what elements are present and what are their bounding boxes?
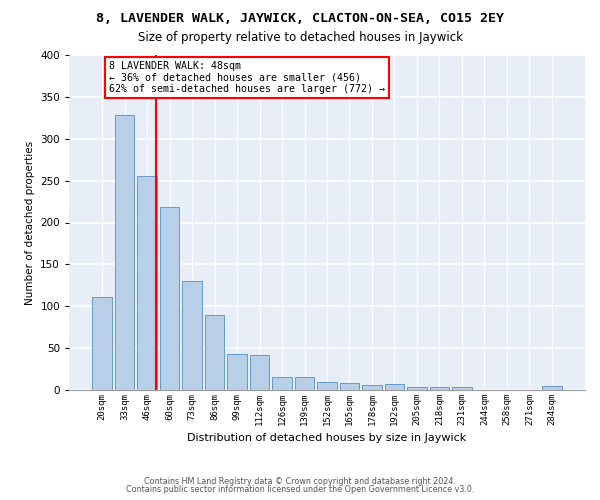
Text: Contains public sector information licensed under the Open Government Licence v3: Contains public sector information licen… xyxy=(126,485,474,494)
Bar xyxy=(340,384,359,390)
Bar xyxy=(362,385,382,390)
Text: Contains HM Land Registry data © Crown copyright and database right 2024.: Contains HM Land Registry data © Crown c… xyxy=(144,477,456,486)
Bar xyxy=(295,378,314,390)
Bar xyxy=(250,355,269,390)
Bar xyxy=(227,354,247,390)
Text: 8 LAVENDER WALK: 48sqm
← 36% of detached houses are smaller (456)
62% of semi-de: 8 LAVENDER WALK: 48sqm ← 36% of detached… xyxy=(109,61,385,94)
Bar xyxy=(182,281,202,390)
Y-axis label: Number of detached properties: Number of detached properties xyxy=(25,140,35,304)
Bar xyxy=(160,208,179,390)
X-axis label: Distribution of detached houses by size in Jaywick: Distribution of detached houses by size … xyxy=(187,434,467,444)
Bar xyxy=(205,314,224,390)
Bar xyxy=(115,116,134,390)
Bar xyxy=(385,384,404,390)
Bar xyxy=(317,382,337,390)
Bar xyxy=(272,378,292,390)
Bar xyxy=(542,386,562,390)
Text: 8, LAVENDER WALK, JAYWICK, CLACTON-ON-SEA, CO15 2EY: 8, LAVENDER WALK, JAYWICK, CLACTON-ON-SE… xyxy=(96,12,504,24)
Text: Size of property relative to detached houses in Jaywick: Size of property relative to detached ho… xyxy=(137,31,463,44)
Bar xyxy=(430,388,449,390)
Bar xyxy=(137,176,157,390)
Bar xyxy=(92,297,112,390)
Bar xyxy=(407,386,427,390)
Bar xyxy=(452,386,472,390)
